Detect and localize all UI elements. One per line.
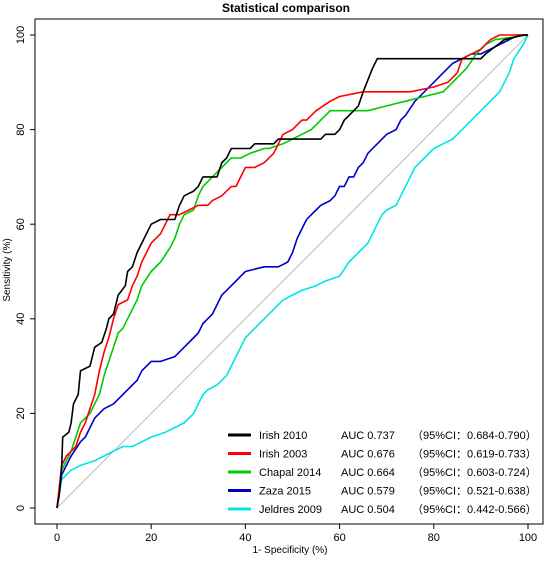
series-line-jeldres-2009 <box>56 34 529 509</box>
reference-diagonal <box>56 34 529 509</box>
x-axis: 0 20 40 60 80 100 <box>54 523 537 544</box>
legend-label: Zaza 2015 <box>259 486 311 498</box>
legend-auc: AUC 0.504 <box>341 504 395 516</box>
x-tick-label: 100 <box>519 532 537 544</box>
series-line-irish-2003 <box>56 34 528 509</box>
x-tick-label: 20 <box>145 532 157 544</box>
legend: Irish 2010 AUC 0.737 （95%CI：0.684-0.790） Ir… <box>228 429 537 516</box>
x-tick-label: 80 <box>428 532 440 544</box>
y-tick-label: 60 <box>15 218 27 230</box>
legend-label: Irish 2003 <box>259 449 307 461</box>
x-tick-label: 40 <box>239 532 251 544</box>
y-tick-label: 40 <box>15 313 27 325</box>
series-line-zaza-2015 <box>56 34 528 509</box>
y-tick-label: 0 <box>15 505 27 511</box>
y-tick-label: 100 <box>15 26 27 44</box>
y-axis: 0 20 40 60 80 100 <box>15 26 36 511</box>
x-tick-label: 60 <box>333 532 345 544</box>
legend-auc: AUC 0.737 <box>341 430 395 442</box>
legend-ci: （95%CI：0.603-0.724） <box>412 466 537 479</box>
chart-title: Statistical comparison <box>222 1 350 15</box>
y-tick-label: 80 <box>15 123 27 135</box>
legend-ci: （95%CI：0.521-0.638） <box>412 485 537 498</box>
legend-auc: AUC 0.579 <box>341 486 395 498</box>
series-layer <box>56 34 529 509</box>
x-tick-label: 0 <box>54 532 60 544</box>
y-axis-label: Sensitivity (%) <box>2 238 13 301</box>
legend-auc: AUC 0.676 <box>341 449 395 461</box>
legend-ci: （95%CI：0.619-0.733） <box>412 448 537 461</box>
series-line-irish-2010 <box>56 34 528 509</box>
y-tick-label: 20 <box>15 407 27 419</box>
legend-ci: （95%CI：0.442-0.566） <box>412 503 537 516</box>
legend-ci: （95%CI：0.684-0.790） <box>412 429 537 442</box>
legend-label: Irish 2010 <box>259 430 307 442</box>
legend-label: Chapal 2014 <box>259 467 321 479</box>
legend-label: Jeldres 2009 <box>259 504 322 516</box>
legend-auc: AUC 0.664 <box>341 467 395 479</box>
x-axis-label: 1- Specificity (%) <box>252 545 327 556</box>
